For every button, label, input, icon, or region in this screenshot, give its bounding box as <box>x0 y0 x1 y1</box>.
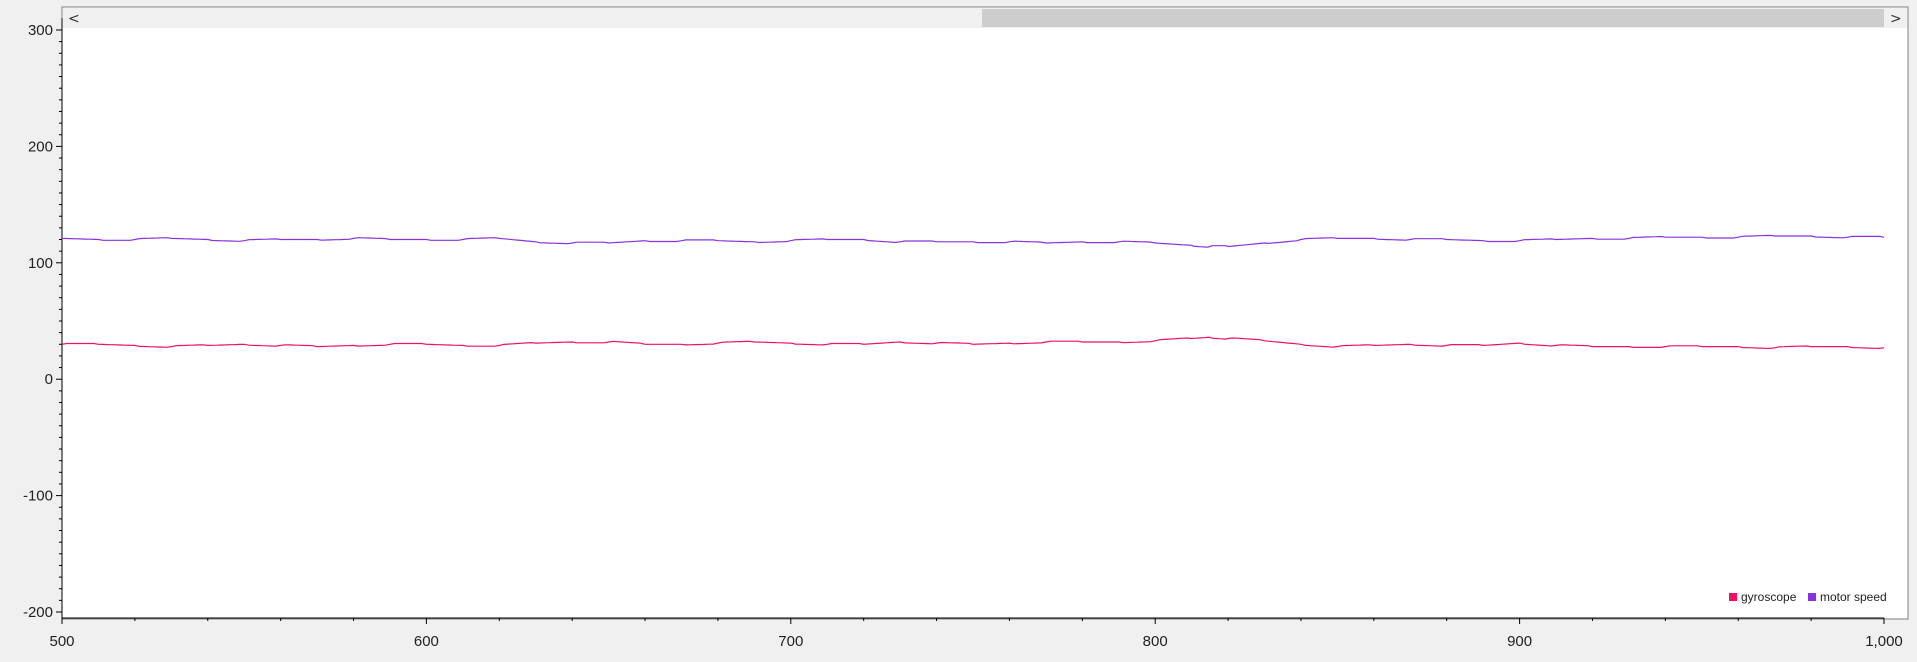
series-layer <box>61 234 1885 350</box>
plot-frame <box>61 6 1909 620</box>
x-tick-label: 800 <box>1143 633 1168 650</box>
legend-swatch-motor-speed <box>1808 593 1816 601</box>
x-tick-label: 500 <box>49 633 74 650</box>
scrollbar-thumb[interactable] <box>982 9 1884 27</box>
x-tick-label: 700 <box>778 633 803 650</box>
series-line-motor-speed <box>61 234 1885 248</box>
scroll-right-arrow-icon[interactable]: > <box>1890 11 1902 27</box>
scroll-left-arrow-icon[interactable]: < <box>68 11 80 27</box>
legend: gyroscope motor speed <box>1729 590 1887 604</box>
legend-label-gyroscope: gyroscope <box>1741 590 1797 604</box>
y-tick-label: 100 <box>28 255 53 272</box>
y-tick-label: 300 <box>28 22 53 39</box>
horizontal-scrollbar[interactable]: < > <box>63 8 1907 28</box>
y-axis-ticks: 300 200 100 0 -100 -200 <box>23 22 62 621</box>
y-tick-label: -100 <box>23 488 53 505</box>
x-tick-label: 600 <box>414 633 439 650</box>
x-axis-ticks: 500 600 700 800 900 1,000 <box>49 618 1903 650</box>
x-tick-label: 900 <box>1507 633 1532 650</box>
y-tick-label: 200 <box>28 138 53 155</box>
legend-swatch-gyroscope <box>1729 593 1737 601</box>
x-tick-label: 1,000 <box>1865 633 1903 650</box>
legend-label-motor-speed: motor speed <box>1820 590 1887 604</box>
y-tick-label: 0 <box>45 371 53 388</box>
y-tick-label: -200 <box>23 604 53 621</box>
series-line-gyroscope <box>61 336 1885 350</box>
